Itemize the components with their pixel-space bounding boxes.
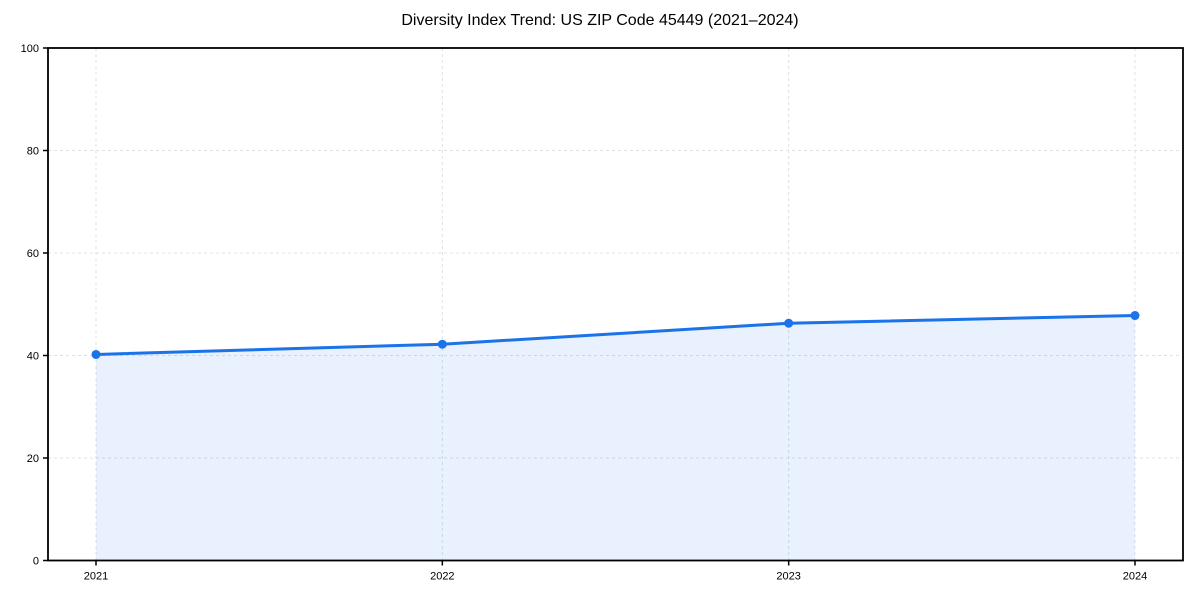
data-point-2023 xyxy=(784,318,794,328)
chart-title: Diversity Index Trend: US ZIP Code 45449… xyxy=(401,12,799,29)
y-axis-tick-label: 80 xyxy=(27,146,39,158)
x-axis-tick-label: 2022 xyxy=(430,571,454,583)
trend-line xyxy=(94,314,1137,356)
data-point-2022 xyxy=(437,339,447,349)
x-axis-tick-label: 2023 xyxy=(776,571,800,583)
y-axis-tick-label: 40 xyxy=(27,351,39,363)
x-axis-tick-label: 2021 xyxy=(84,571,108,583)
y-axis-tick-label: 60 xyxy=(27,248,39,260)
plot-border xyxy=(47,47,1184,562)
y-axis-tick-label: 0 xyxy=(33,556,39,568)
area-fill xyxy=(96,315,1135,561)
y-axis-tick-label: 20 xyxy=(27,453,39,465)
y-axis-tick-label: 100 xyxy=(21,43,39,55)
data-point-2021 xyxy=(91,349,101,359)
data-point-2024 xyxy=(1130,311,1140,321)
x-axis-tick-label: 2024 xyxy=(1123,571,1147,583)
